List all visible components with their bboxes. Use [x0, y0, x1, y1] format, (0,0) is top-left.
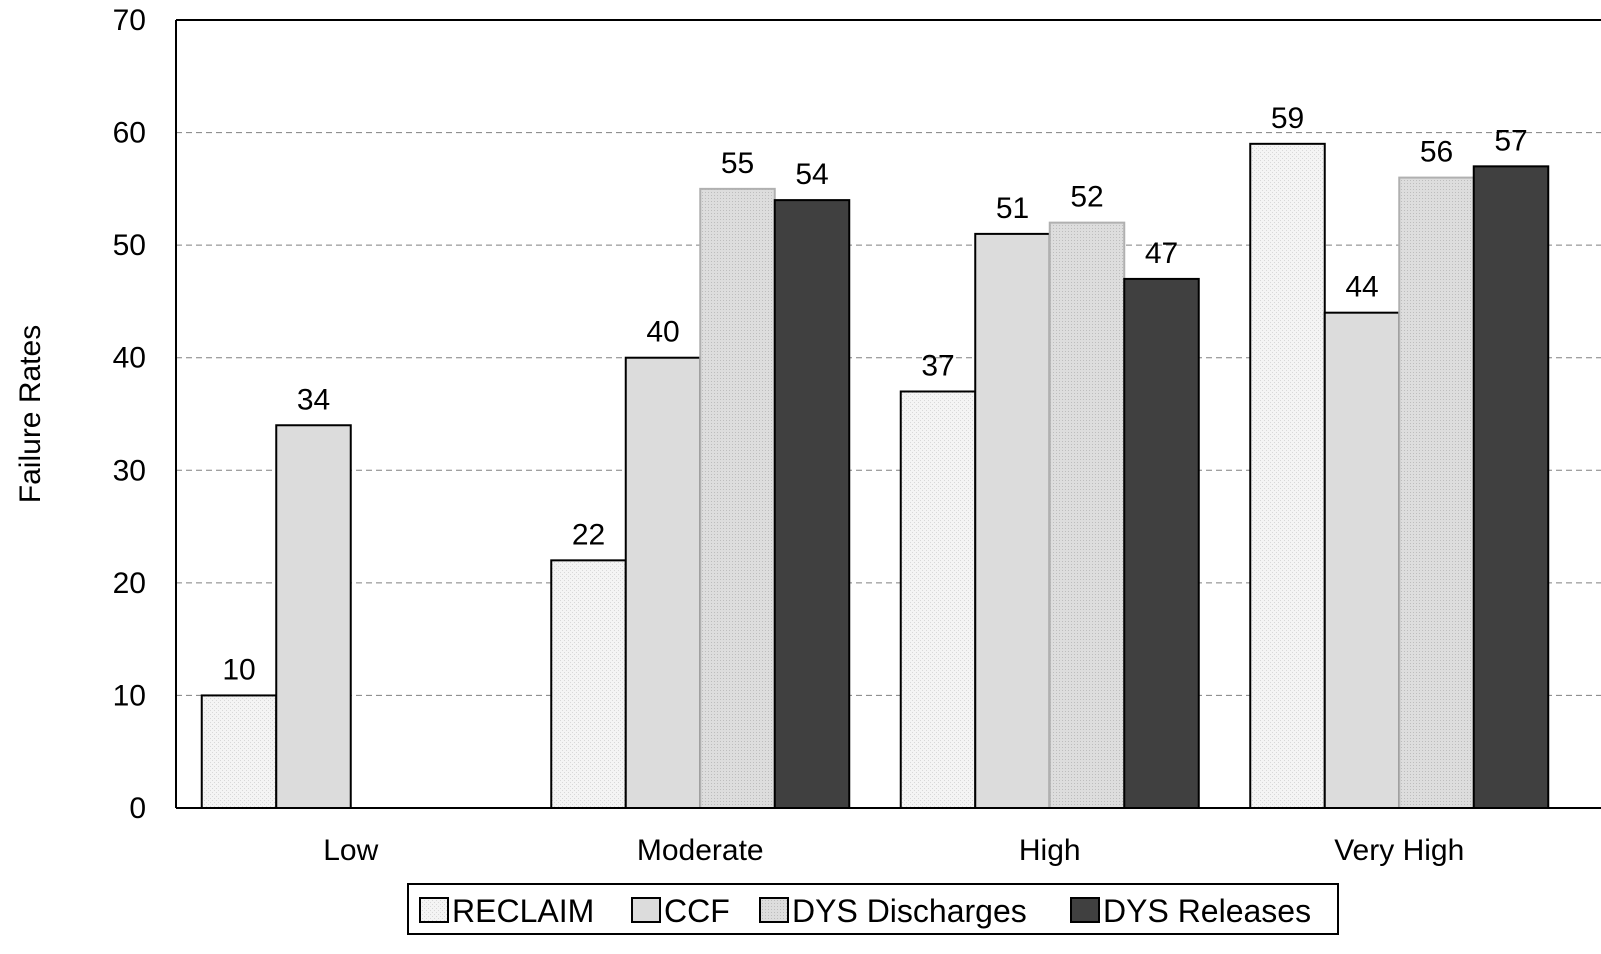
bar-dys-discharges — [1048, 221, 1126, 809]
data-label: 52 — [1070, 181, 1103, 214]
legend-box — [407, 883, 1339, 935]
data-label: 54 — [795, 158, 828, 191]
x-tick-label: High — [1019, 834, 1081, 867]
y-tick-label: 60 — [113, 117, 146, 150]
legend-swatch — [1070, 897, 1100, 923]
data-label: 37 — [921, 349, 954, 382]
y-tick-label: 20 — [113, 567, 146, 600]
bar-reclaim — [1249, 142, 1326, 810]
axes — [175, 19, 1601, 809]
x-tick-label: Very High — [1334, 834, 1464, 867]
data-label: 51 — [996, 192, 1029, 225]
bar-dys-releases — [1123, 277, 1200, 809]
legend-swatch — [631, 897, 661, 923]
y-tick-label: 50 — [113, 229, 146, 262]
y-tick-label: 10 — [113, 679, 146, 712]
y-tick-label: 30 — [113, 454, 146, 487]
data-label: 22 — [572, 518, 605, 551]
tick-labels: 0 10 20 30 40 50 60 70 Low Moderate High Very High — [113, 4, 1465, 867]
data-label: 10 — [222, 653, 255, 686]
bar-dys-releases — [773, 199, 851, 810]
y-tick-label: 70 — [113, 4, 146, 37]
bar-dys-discharges — [699, 187, 776, 810]
bar-dys-releases — [1472, 165, 1550, 810]
legend-label: DYS Discharges — [792, 893, 1027, 929]
legend-label: RECLAIM — [452, 893, 594, 929]
bar-ccf — [1323, 311, 1401, 809]
bar-ccf — [275, 424, 352, 809]
data-label: 57 — [1494, 124, 1527, 157]
bar-reclaim — [550, 559, 627, 809]
bar-reclaim — [200, 694, 278, 810]
data-label: 56 — [1420, 136, 1453, 169]
data-label: 55 — [721, 147, 754, 180]
x-tick-label: Low — [323, 834, 378, 867]
x-tick-label: Moderate — [637, 834, 764, 867]
bar-ccf — [624, 356, 702, 809]
y-tick-label: 40 — [113, 342, 146, 375]
legend-swatch — [759, 897, 789, 923]
legend: RECLAIM CCF DYS Discharges DYS Releases — [407, 883, 1339, 935]
bar-dys-discharges — [1398, 176, 1475, 810]
y-tick-label: 0 — [129, 792, 146, 825]
data-labels: 10 34 22 40 55 54 37 51 52 47 59 44 56 57 — [222, 102, 1527, 687]
y-axis-title: Failure Rates — [14, 325, 47, 503]
bars — [200, 142, 1550, 810]
data-label: 47 — [1145, 237, 1178, 270]
data-label: 44 — [1345, 271, 1378, 304]
legend-swatch — [419, 897, 449, 923]
legend-label: DYS Releases — [1103, 893, 1311, 929]
data-label: 34 — [297, 383, 330, 416]
bar-ccf — [974, 232, 1051, 809]
bar-reclaim — [899, 390, 977, 809]
data-label: 59 — [1271, 102, 1304, 135]
legend-label: CCF — [664, 893, 730, 929]
data-label: 40 — [646, 316, 679, 349]
